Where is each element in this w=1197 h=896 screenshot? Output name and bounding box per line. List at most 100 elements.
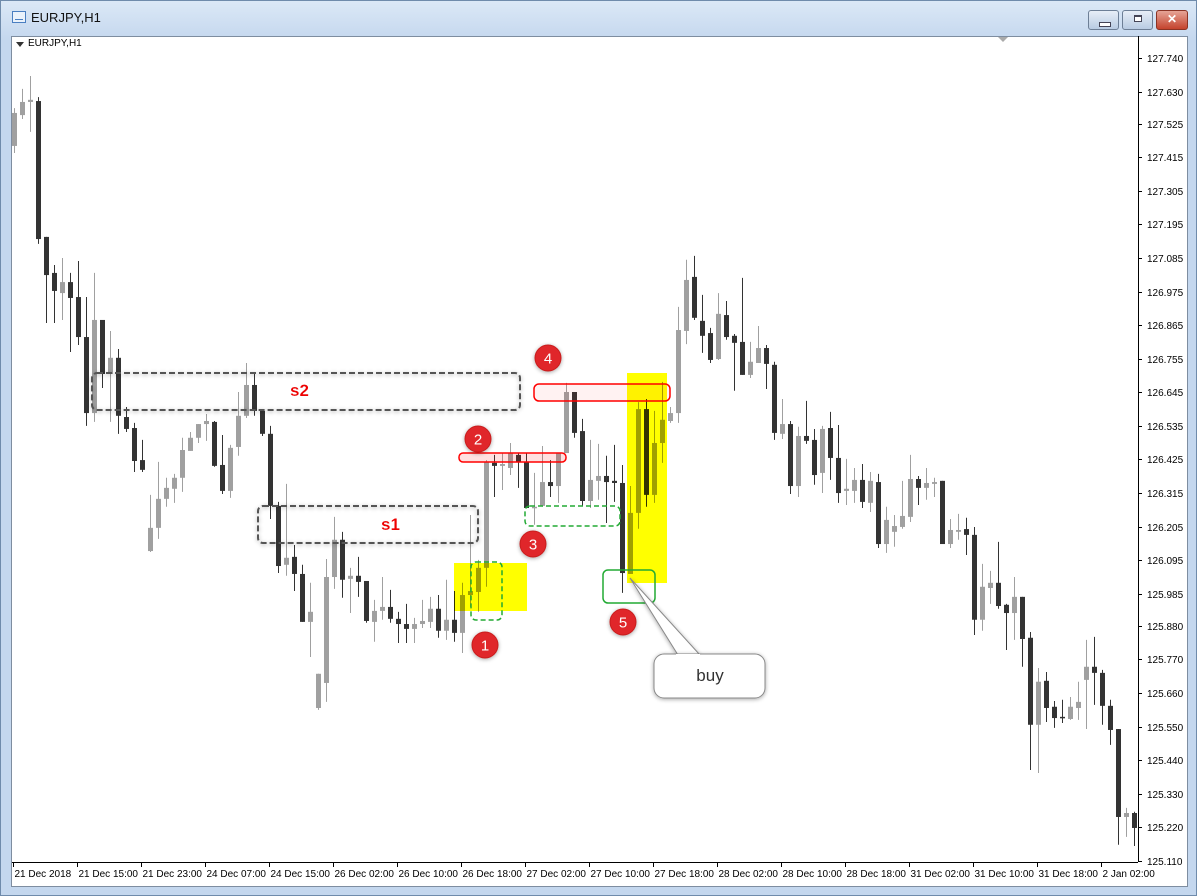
candle-body xyxy=(100,319,105,374)
candle xyxy=(212,421,217,467)
candle xyxy=(1036,667,1041,774)
zone-s1-label: s1 xyxy=(381,515,400,534)
title-bar[interactable]: EURJPY,H1 ✕ xyxy=(1,1,1196,35)
candle-body xyxy=(428,608,433,622)
chart-shift-marker-icon[interactable] xyxy=(998,37,1008,42)
candle xyxy=(1004,603,1009,650)
marker-1[interactable]: 1 xyxy=(471,631,499,659)
candle xyxy=(620,464,625,593)
candle-body xyxy=(964,529,969,535)
close-button[interactable]: ✕ xyxy=(1156,10,1188,30)
candle xyxy=(708,327,713,363)
candle-body xyxy=(700,320,705,336)
candle xyxy=(44,236,49,324)
candle-body xyxy=(260,410,265,434)
candle-body xyxy=(84,337,89,414)
candle-body xyxy=(420,620,425,625)
marker-4[interactable]: 4 xyxy=(534,344,562,372)
highlight-zone-2 xyxy=(627,373,667,583)
marker-number: 3 xyxy=(529,537,537,554)
candle xyxy=(1068,696,1073,720)
candle-body xyxy=(324,577,329,683)
candle-body xyxy=(1132,813,1137,828)
candle-body xyxy=(524,461,529,509)
x-tick-label: 26 Dec 18:00 xyxy=(463,869,523,880)
candle xyxy=(956,513,961,540)
candle xyxy=(724,301,729,340)
minimize-button[interactable] xyxy=(1088,10,1119,30)
candle-body xyxy=(996,582,1001,607)
candle xyxy=(76,261,81,345)
candle xyxy=(812,428,817,485)
marker-2[interactable]: 2 xyxy=(464,425,492,453)
marker-5[interactable]: 5 xyxy=(609,608,637,636)
candle xyxy=(124,406,129,432)
y-tick-label: 125.880 xyxy=(1147,622,1184,633)
chart-menu-arrow-icon[interactable] xyxy=(16,42,24,47)
level-box-4[interactable] xyxy=(533,383,671,402)
candle-body xyxy=(780,424,785,434)
candle-body xyxy=(36,101,41,240)
zone-s1-box[interactable] xyxy=(257,505,479,544)
candle xyxy=(364,580,369,623)
candle xyxy=(932,477,937,498)
candle xyxy=(28,76,33,132)
candle-body xyxy=(300,573,305,622)
candle xyxy=(20,88,25,120)
chart-area[interactable] xyxy=(11,36,1188,887)
candle xyxy=(156,461,161,539)
level-box-1[interactable] xyxy=(470,561,503,621)
candle-body xyxy=(52,272,57,291)
candle-body xyxy=(620,482,625,574)
candle-body xyxy=(948,529,953,545)
candle xyxy=(60,257,65,320)
candle-body xyxy=(372,610,377,622)
candle xyxy=(500,453,505,490)
maximize-button[interactable] xyxy=(1122,10,1153,30)
candle xyxy=(828,411,833,480)
candle-body xyxy=(228,447,233,491)
candle-body xyxy=(564,391,569,454)
candle xyxy=(420,599,425,628)
candle xyxy=(372,599,377,642)
candle xyxy=(1084,639,1089,730)
candle-body xyxy=(716,313,721,360)
buy-callout[interactable] xyxy=(653,653,766,699)
candle-body xyxy=(724,315,729,338)
zone-s2-box[interactable] xyxy=(91,372,521,411)
candle-body xyxy=(444,619,449,631)
candle xyxy=(876,473,881,549)
candle-body xyxy=(868,480,873,503)
entry-box-5[interactable] xyxy=(602,569,656,604)
candle-body xyxy=(548,482,553,487)
candle xyxy=(84,297,89,426)
candle xyxy=(1060,699,1065,723)
candle-body xyxy=(268,433,273,506)
candle xyxy=(204,413,209,441)
candle-body xyxy=(532,506,537,509)
candle-body xyxy=(828,428,833,458)
candle-body xyxy=(844,488,849,491)
y-tick-label: 125.440 xyxy=(1147,756,1184,767)
candle xyxy=(692,255,697,320)
level-box-2[interactable] xyxy=(458,452,567,463)
marker-3[interactable]: 3 xyxy=(519,530,547,558)
candle xyxy=(12,108,17,153)
y-tick-label: 127.525 xyxy=(1147,120,1184,131)
candle xyxy=(1108,699,1113,745)
candle-body xyxy=(852,479,857,491)
candle xyxy=(668,406,673,423)
window-title: EURJPY,H1 xyxy=(31,10,101,25)
axes: 127.740 127.630 127.525 127.415 127.305 127.1… xyxy=(12,36,1184,880)
candle xyxy=(860,464,865,509)
candle xyxy=(796,426,801,498)
y-tick-label: 125.110 xyxy=(1147,857,1183,868)
candle xyxy=(988,570,993,604)
candle-body xyxy=(596,475,601,481)
buy-callout-label: buy xyxy=(696,666,724,685)
minimize-icon xyxy=(1099,22,1111,27)
level-box-3[interactable] xyxy=(524,505,621,527)
candle-body xyxy=(580,431,585,501)
